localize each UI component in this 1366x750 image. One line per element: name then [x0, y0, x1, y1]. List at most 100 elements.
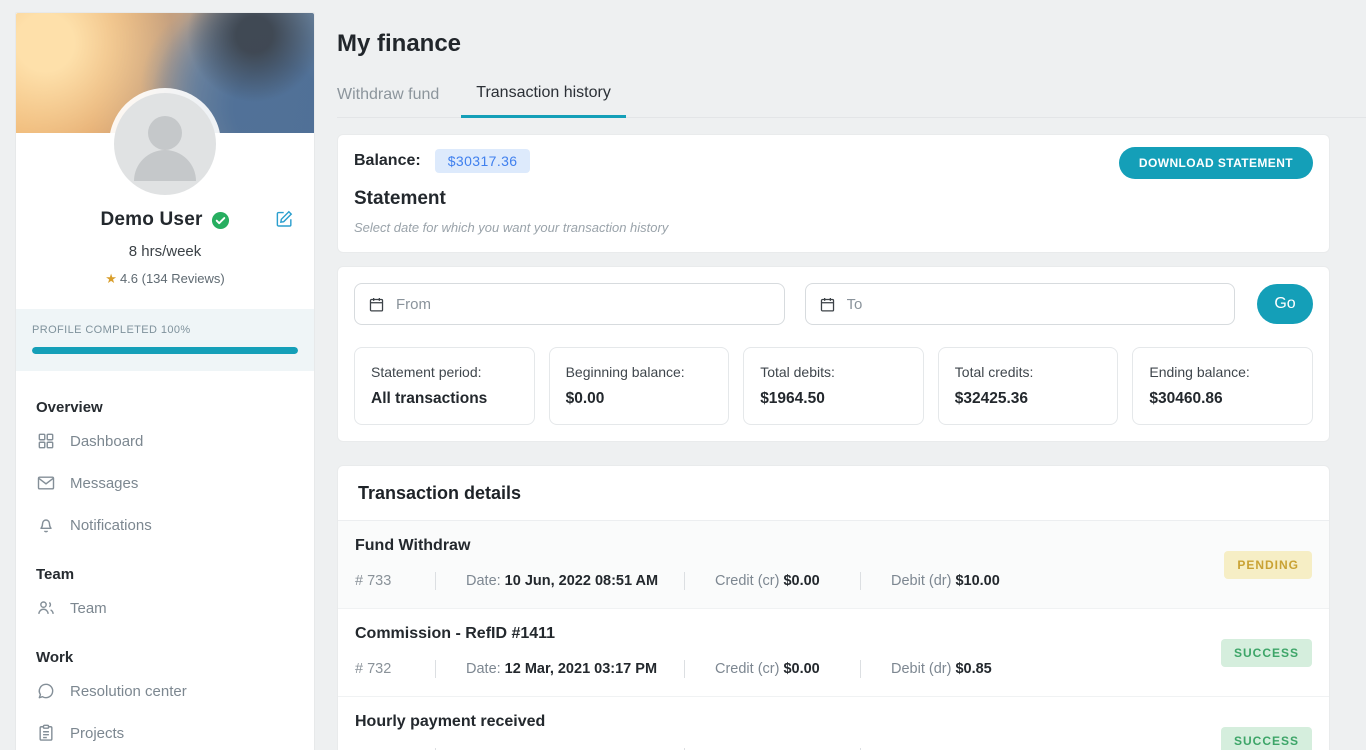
summary-ending-balance: Ending balance: $30460.86 [1132, 347, 1313, 425]
transaction-row: Commission - RefID #1411 # 732 Date: 12 M… [338, 609, 1329, 697]
meta-divider [860, 660, 861, 678]
sidebar-item-team[interactable]: Team [36, 587, 294, 629]
balance-value-badge: $30317.36 [434, 149, 531, 173]
sidebar-item-notifications[interactable]: Notifications [36, 504, 294, 546]
statement-card: Balance: $30317.36 DOWNLOAD STATEMENT St… [337, 134, 1330, 253]
transaction-id: # 733 [355, 573, 392, 589]
date-value: 10 Jun, 2022 08:51 AM [504, 573, 659, 589]
sidebar-item-label: Dashboard [70, 432, 144, 450]
sidebar-item-label: Resolution center [70, 682, 187, 700]
transaction-meta: # 732 Date:12 Mar, 2021 03:17 PM Credit … [355, 660, 1312, 678]
profile-name: Demo User [100, 209, 203, 230]
tab-bar: Withdraw fund Transaction history [337, 84, 1366, 118]
star-icon: ★ [105, 271, 117, 286]
users-icon [38, 601, 54, 614]
balance-label: Balance: [354, 152, 421, 169]
person-icon [134, 116, 196, 181]
edit-profile-button[interactable] [274, 209, 294, 229]
sidebar-item-label: Messages [70, 474, 139, 492]
meta-divider [684, 748, 685, 750]
dashboard-icon [38, 433, 54, 449]
meta-divider [860, 748, 861, 750]
status-badge: SUCCESS [1220, 726, 1312, 750]
sidebar-item-dashboard[interactable]: Dashboard [36, 420, 294, 462]
summary-row: Statement period: All transactions Begin… [354, 347, 1313, 425]
date-label: Date: [466, 661, 501, 677]
credit-label: Credit (cr) [715, 573, 780, 589]
transaction-details-card: Transaction details Fund Withdraw # 733 … [337, 465, 1330, 750]
profile-completion: PROFILE COMPLETED 100% [16, 309, 314, 371]
date-filter-row: Go [354, 283, 1313, 325]
credit-label: Credit (cr) [715, 661, 780, 677]
go-button[interactable]: Go [1257, 284, 1313, 324]
meta-divider [684, 660, 685, 678]
debit-label: Debit (dr) [891, 573, 952, 589]
envelope-icon [37, 476, 55, 490]
bell-icon [40, 519, 52, 533]
summary-value: $1964.50 [760, 390, 825, 407]
profile-completion-label: PROFILE COMPLETED 100% [32, 324, 191, 336]
to-date-field[interactable] [804, 283, 1235, 325]
debit-value: $0.85 [955, 661, 992, 677]
download-statement-button[interactable]: DOWNLOAD STATEMENT [1118, 147, 1313, 179]
transaction-title: Commission - RefID #1411 [355, 625, 556, 642]
summary-beginning-balance: Beginning balance: $0.00 [548, 347, 730, 425]
chat-bubble-icon [38, 683, 54, 699]
nav-section-work: Work [36, 649, 74, 666]
from-date-input[interactable] [396, 295, 771, 313]
credit-value: $0.00 [783, 661, 820, 677]
profile-rating-text: 4.6 (134 Reviews) [119, 271, 225, 286]
profile-hours: 8 hrs/week [128, 243, 202, 260]
transaction-title: Fund Withdraw [355, 537, 471, 554]
transaction-date: Date:12 Mar, 2021 03:17 PM [466, 661, 684, 677]
meta-divider [435, 748, 436, 750]
nav-section-overview: Overview [36, 399, 103, 416]
transaction-meta: # 733 Date: 10 Jun, 2022 08:51 AM Credit … [355, 572, 1312, 590]
transaction-date: Date: 10 Jun, 2022 08:51 AM [466, 573, 684, 589]
transaction-debit: Debit (dr) $10.00 [891, 573, 1000, 589]
profile-name-row: Demo User [16, 209, 314, 231]
transaction-title: Hourly payment received [355, 713, 546, 730]
statement-title: Statement [354, 188, 446, 209]
calendar-icon [369, 297, 384, 312]
main-content: My finance Withdraw fund Transaction his… [337, 0, 1366, 750]
transaction-row: Fund Withdraw # 733 Date: 10 Jun, 2022 08… [338, 521, 1329, 609]
clipboard-icon [39, 724, 53, 741]
statement-subtitle: Select date for which you want your tran… [354, 220, 669, 235]
summary-value: $0.00 [565, 390, 605, 407]
profile-progress-fill [32, 347, 298, 354]
balance-row: Balance: $30317.36 [354, 149, 1313, 173]
transaction-id: # 732 [355, 661, 392, 677]
tab-transaction-history[interactable]: Transaction history [461, 84, 626, 118]
meta-divider [435, 660, 436, 678]
sidebar-nav: Overview Dashboard Messages Notification… [16, 371, 314, 750]
sidebar-item-projects[interactable]: Projects [36, 712, 294, 750]
profile-progress-bar [32, 347, 298, 354]
summary-label: Total debits: [760, 364, 835, 380]
verified-badge-icon [211, 211, 229, 229]
summary-label: Beginning balance: [565, 364, 685, 380]
filters-summary-card: Go Statement period: All transactions Be… [337, 266, 1330, 442]
debit-label: Debit (dr) [891, 661, 952, 677]
sidebar-item-label: Notifications [70, 516, 152, 534]
meta-divider [684, 572, 685, 590]
sidebar-item-messages[interactable]: Messages [36, 462, 294, 504]
from-date-field[interactable] [354, 283, 785, 325]
nav-section-team: Team [36, 566, 75, 583]
transaction-details-title: Transaction details [338, 466, 1329, 521]
profile-sidebar: Demo User 8 hrs/week ★ 4.6 (134 Reviews) … [15, 12, 315, 750]
page-title: My finance [337, 30, 462, 57]
to-date-input[interactable] [846, 295, 1221, 313]
tab-withdraw-fund[interactable]: Withdraw fund [322, 86, 454, 117]
edit-icon [276, 210, 292, 227]
meta-divider [435, 572, 436, 590]
summary-value: All transactions [371, 390, 488, 407]
sidebar-item-label: Projects [70, 724, 125, 742]
date-value: 12 Mar, 2021 03:17 PM [504, 661, 658, 677]
calendar-icon [820, 297, 834, 312]
sidebar-item-resolution-center[interactable]: Resolution center [36, 670, 294, 712]
transaction-row: Hourly payment received # 732 Date:12 Ma… [338, 697, 1329, 750]
summary-total-credits: Total credits: $32425.36 [937, 347, 1119, 425]
sidebar-item-label: Team [70, 599, 107, 617]
credit-value: $0.00 [783, 573, 820, 589]
